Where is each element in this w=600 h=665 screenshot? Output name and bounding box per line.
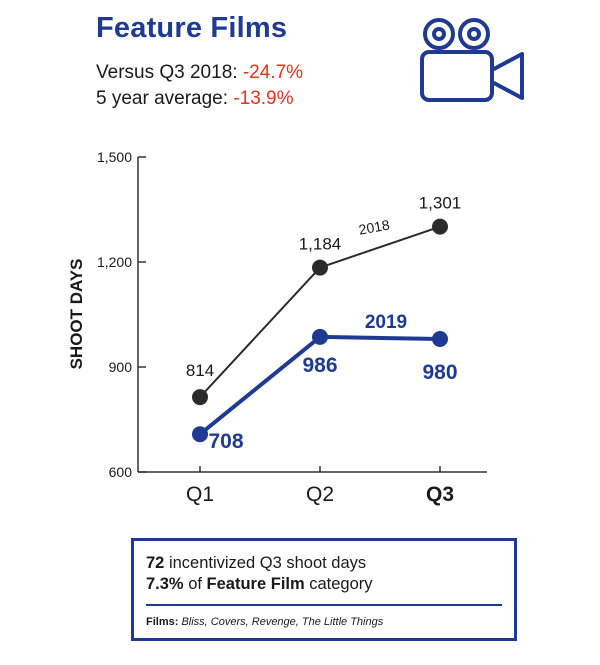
data-label-2018-q3: 1,301	[419, 194, 462, 213]
data-label-2019-q3: 980	[422, 361, 457, 384]
data-point-2019-q2	[312, 328, 328, 345]
video-camera-icon	[420, 18, 524, 102]
x-tick-label-q3: Q3	[426, 483, 454, 506]
data-point-2018-q2	[312, 259, 328, 276]
y-tick-label: 600	[109, 464, 133, 480]
info-tail: category	[304, 575, 373, 593]
info-box: 72 incentivized Q3 shoot days 7.3% of Fe…	[131, 538, 517, 641]
info-count-text: incentivized Q3 shoot days	[164, 554, 367, 572]
info-divider	[146, 604, 502, 606]
y-tick-label: 900	[109, 359, 133, 375]
info-incentivized-days: 72 incentivized Q3 shoot days	[146, 553, 502, 574]
data-label-2018-q1: 814	[186, 361, 214, 380]
y-axis-title: SHOOT DAYS	[67, 259, 86, 370]
stat-versus-q3-2018: Versus Q3 2018: -24.7%	[96, 62, 303, 84]
films-list: Films: Bliss, Covers, Revenge, The Littl…	[146, 616, 502, 628]
series-line-2019	[198, 334, 441, 436]
data-point-2019-q3	[432, 331, 448, 347]
data-label-2019-q2: 986	[302, 354, 337, 377]
stat-value: -24.7%	[242, 62, 304, 83]
page-title: Feature Films	[96, 12, 288, 44]
data-label-2019-q1: 708	[208, 430, 243, 453]
info-of: of	[183, 575, 207, 593]
films-label: Films:	[146, 616, 179, 628]
y-tick-label: 1,200	[97, 254, 132, 270]
info-count: 72	[146, 554, 165, 572]
stat-5-year-average: 5 year average: -13.9%	[96, 88, 294, 110]
series-name-2018: 2018	[357, 216, 391, 237]
stat-label: Versus Q3 2018:	[96, 62, 243, 83]
data-point-2019-q1	[192, 426, 208, 443]
info-percent: 7.3%	[146, 575, 184, 593]
info-category: Feature Film	[206, 575, 305, 593]
series-name-2019: 2019	[365, 312, 407, 333]
x-tick-label-q2: Q2	[306, 483, 334, 506]
data-point-2018-q1	[192, 389, 208, 406]
info-category-share: 7.3% of Feature Film category	[146, 574, 502, 595]
y-tick-label: 1,500	[97, 149, 132, 165]
stat-label: 5 year average:	[96, 88, 234, 109]
films-titles: Bliss, Covers, Revenge, The Little Thing…	[178, 616, 384, 628]
data-point-2018-q3	[432, 218, 448, 235]
line-chart: SHOOT DAYS 600 900 1,200 1,500 Q1 Q2 Q3 814 1,…	[67, 149, 487, 506]
data-label-2018-q2: 1,184	[299, 235, 342, 254]
x-tick-label-q1: Q1	[186, 483, 214, 506]
stat-value: -13.9%	[233, 88, 294, 109]
